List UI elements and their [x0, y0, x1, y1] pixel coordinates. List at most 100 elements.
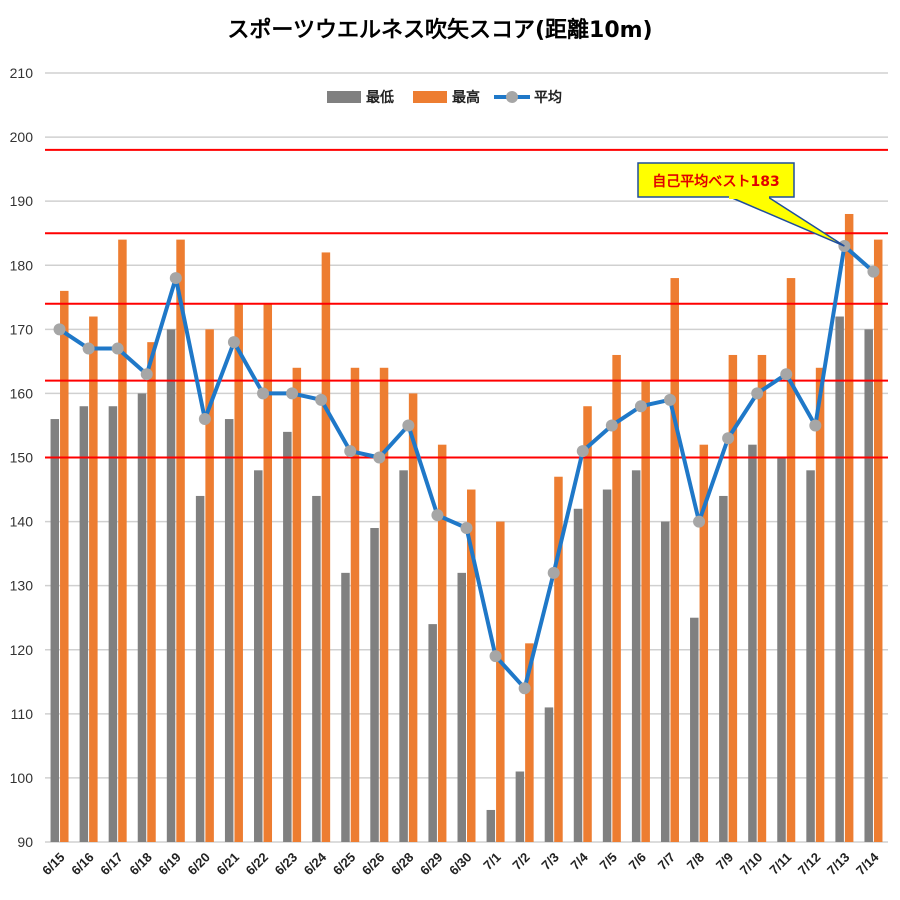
legend-swatch-avg-marker: [506, 91, 518, 103]
average-point: [722, 432, 735, 445]
x-tick-label: 7/8: [684, 850, 707, 873]
average-point: [809, 419, 822, 432]
x-tick-label: 6/22: [243, 850, 272, 879]
x-tick-label: 6/24: [301, 849, 330, 878]
bar-max: [147, 342, 156, 842]
x-tick-label: 7/5: [597, 850, 620, 873]
average-point: [111, 342, 124, 355]
average-point: [53, 323, 66, 336]
average-point: [373, 451, 386, 464]
bar-max: [786, 278, 796, 843]
average-point: [286, 387, 299, 400]
x-tick-label: 6/23: [272, 850, 301, 879]
average-point: [780, 368, 793, 381]
average-point: [344, 445, 357, 458]
x-tick-label: 6/30: [446, 850, 475, 879]
x-tick-label: 6/15: [39, 850, 68, 879]
bar-min: [806, 470, 815, 842]
callout-box: [637, 162, 795, 198]
y-tick-label: 90: [17, 834, 33, 850]
y-tick-label: 110: [11, 706, 34, 722]
x-tick-label: 7/12: [795, 850, 824, 879]
gridlines: [45, 72, 888, 843]
average-point: [257, 387, 270, 400]
legend: 最低 最高 平均: [327, 89, 562, 106]
x-tick-label: 7/11: [766, 850, 794, 878]
x-tick-label: 6/20: [184, 850, 213, 879]
bar-max: [670, 278, 679, 843]
legend-label-min: 最低: [366, 89, 394, 106]
bar-max: [205, 329, 214, 842]
y-axis-ticks: 90 100 110 120 130 140 150 160 170 180 190 200 210: [10, 65, 34, 850]
legend-label-max: 最高: [452, 89, 480, 106]
average-point: [867, 265, 880, 278]
bar-max: [496, 521, 505, 842]
average-point: [518, 682, 531, 695]
annotation-callout: 自己平均ベスト183: [637, 162, 845, 247]
average-point: [140, 368, 153, 381]
average-point: [460, 521, 473, 534]
x-tick-label: 7/2: [509, 850, 532, 873]
average-point: [431, 509, 444, 522]
x-tick-label: 7/13: [824, 850, 853, 879]
bar-min: [370, 527, 379, 842]
bar-max: [60, 290, 69, 843]
bar-max: [263, 303, 273, 842]
average-point: [693, 515, 706, 528]
average-point: [82, 342, 95, 355]
bar-min: [573, 508, 583, 842]
y-tick-label: 100: [10, 770, 34, 786]
y-tick-label: 160: [10, 385, 34, 401]
bar-min: [283, 431, 292, 842]
legend-swatch-max: [413, 91, 447, 103]
x-tick-label: 6/18: [126, 850, 155, 879]
y-tick-label: 130: [10, 578, 34, 594]
legend-label-avg: 平均: [534, 89, 562, 106]
bar-max: [612, 354, 621, 842]
bar-max: [321, 252, 331, 842]
y-tick-label: 200: [10, 129, 34, 145]
bar-min: [166, 329, 176, 842]
average-point: [402, 419, 415, 432]
y-tick-label: 170: [10, 321, 34, 337]
average-point: [227, 336, 240, 349]
bar-min: [224, 419, 234, 842]
bar-min: [79, 406, 89, 842]
bar-min: [544, 707, 554, 842]
average-point: [605, 419, 618, 432]
bar-max: [437, 444, 447, 842]
x-tick-label: 7/7: [655, 850, 678, 873]
bar-min: [428, 624, 437, 842]
bars: [50, 213, 883, 843]
y-tick-label: 140: [10, 514, 34, 530]
x-tick-label: 6/16: [68, 850, 97, 879]
x-tick-label: 7/4: [568, 849, 592, 873]
chart-title: スポーツウエルネス吹矢スコア(距離10m): [227, 17, 652, 43]
y-tick-label: 190: [10, 193, 34, 209]
bar-max: [379, 367, 389, 842]
bar-min: [50, 419, 60, 842]
reference-lines: [45, 148, 888, 459]
x-axis-ticks: 6/15 6/16 6/17 6/18 6/19 6/20 6/21 6/22 6/23 6/24…: [39, 849, 882, 878]
bar-max: [408, 393, 418, 842]
bar-min: [835, 316, 844, 842]
average-point: [663, 393, 676, 406]
bar-max: [176, 239, 185, 842]
bar-max: [234, 303, 243, 842]
bar-min: [690, 617, 699, 842]
bar-min: [399, 470, 408, 842]
x-tick-label: 6/21: [214, 850, 243, 879]
bar-min: [457, 572, 466, 842]
average-point: [751, 387, 764, 400]
x-tick-label: 7/9: [713, 850, 736, 873]
x-tick-label: 7/10: [737, 850, 766, 879]
callout-pointer: [729, 196, 845, 247]
x-tick-label: 6/19: [155, 850, 184, 879]
average-point: [169, 272, 182, 285]
bar-max: [844, 213, 854, 842]
legend-swatch-min: [327, 91, 361, 103]
bar-min: [660, 521, 670, 842]
y-tick-label: 180: [10, 257, 34, 273]
bar-max: [118, 239, 127, 842]
